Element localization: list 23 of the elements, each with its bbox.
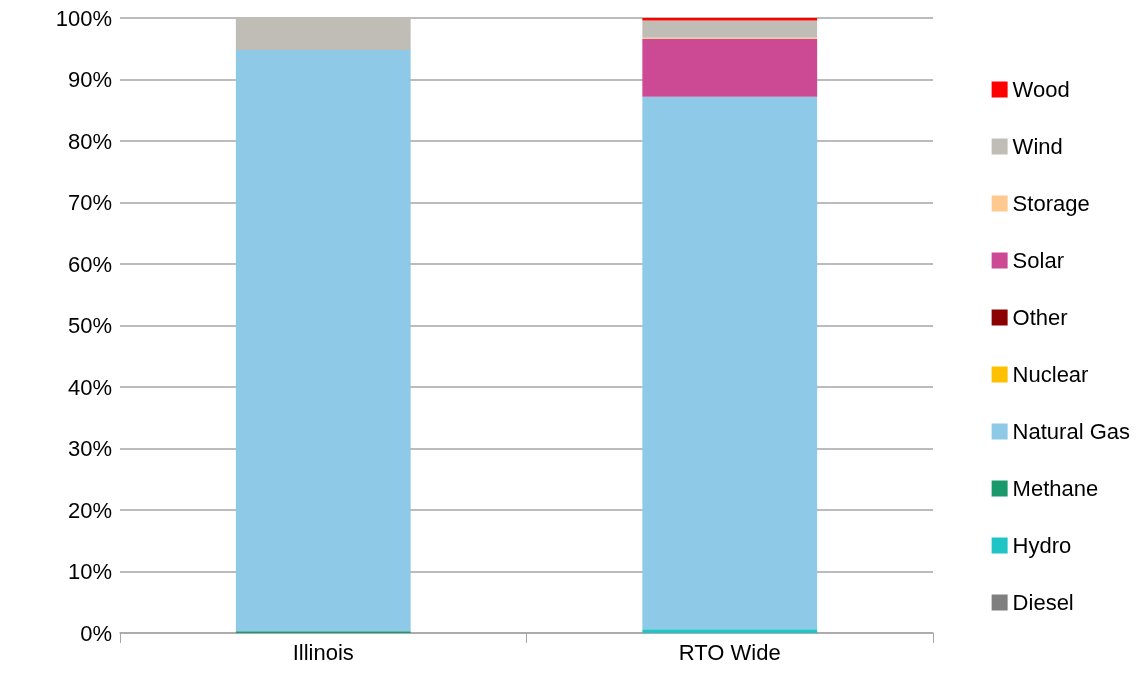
legend-label: Wood xyxy=(1012,77,1070,102)
legend-label: Nuclear xyxy=(1012,362,1089,387)
legend-label: Natural Gas xyxy=(1012,419,1131,444)
legend-label: Other xyxy=(1012,305,1068,330)
y-tick-label: 0% xyxy=(80,620,112,646)
y-tick-label: 100% xyxy=(55,5,112,31)
legend-label: Wind xyxy=(1012,134,1063,159)
y-tick-label: 70% xyxy=(67,190,112,215)
y-tick-label: 40% xyxy=(67,374,112,400)
y-tick-label: 90% xyxy=(67,67,112,92)
legend-label: Hydro xyxy=(1012,533,1072,558)
x-tick-label: Illinois xyxy=(292,639,354,665)
y-tick-label: 30% xyxy=(67,436,112,461)
y-tick-label: 10% xyxy=(67,559,112,584)
legend-label: Methane xyxy=(1012,476,1099,501)
y-tick-label: 60% xyxy=(67,251,112,277)
y-tick-label: 50% xyxy=(67,313,112,338)
y-tick-label: 80% xyxy=(67,128,112,154)
y-tick-label: 20% xyxy=(67,497,112,523)
x-tick-label: RTO Wide xyxy=(678,639,781,665)
legend-label: Solar xyxy=(1012,248,1064,273)
legend-label: Diesel xyxy=(1012,590,1074,615)
legend-label: Storage xyxy=(1012,191,1090,216)
